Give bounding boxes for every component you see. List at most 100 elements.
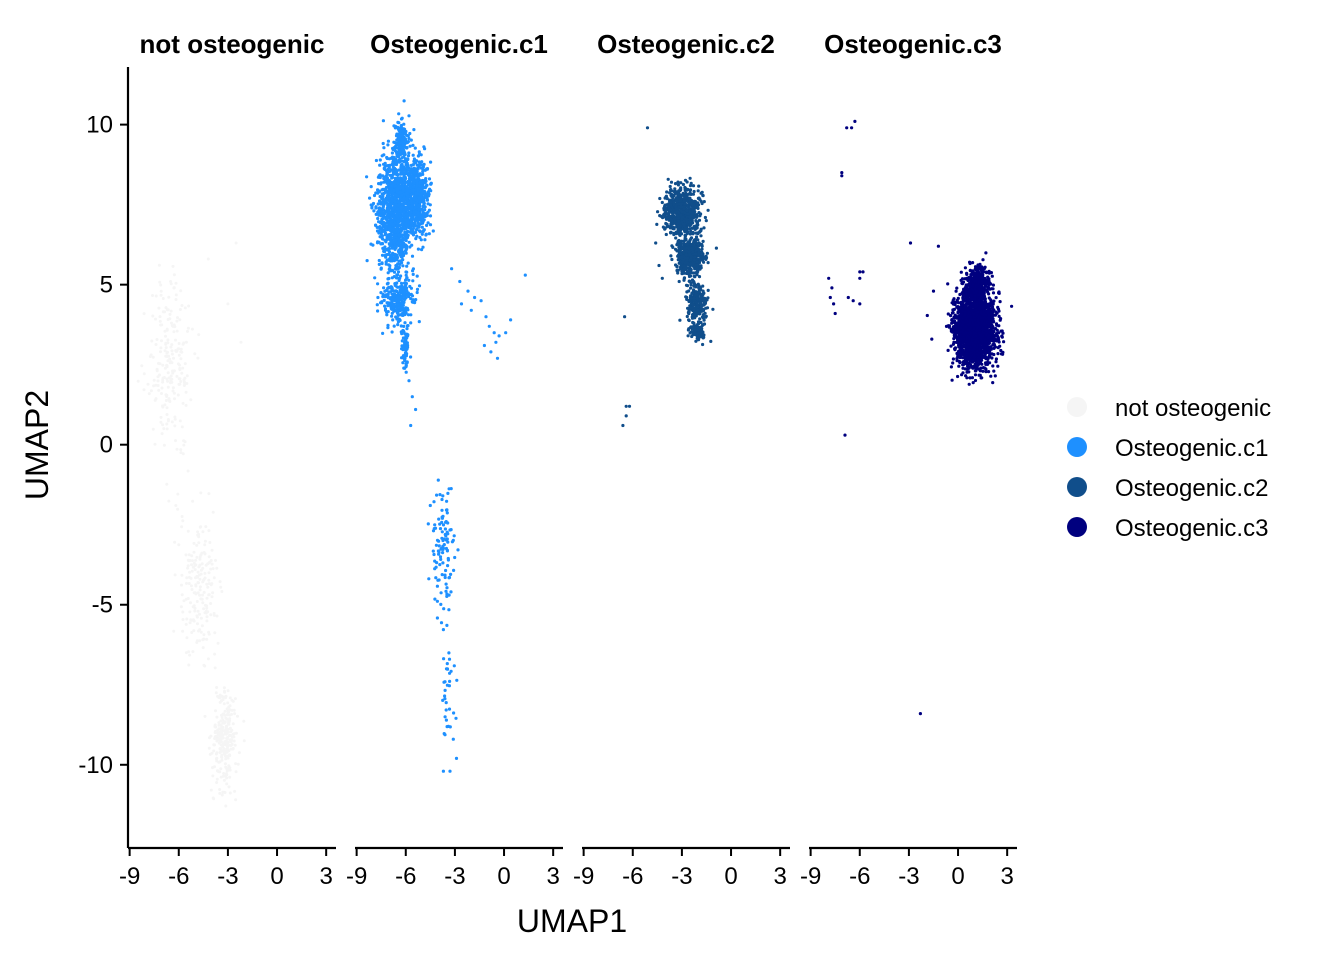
data-point <box>673 187 677 191</box>
facet-title: Osteogenic.c2 <box>597 29 775 59</box>
data-point <box>370 206 374 210</box>
data-point <box>693 267 697 271</box>
data-point <box>195 543 199 547</box>
data-point <box>414 198 418 202</box>
data-point <box>688 224 692 228</box>
data-point <box>426 210 430 214</box>
data-point <box>398 149 402 153</box>
data-point <box>179 350 183 354</box>
data-point <box>372 209 376 213</box>
data-point <box>409 163 413 167</box>
data-point <box>409 355 413 359</box>
data-point <box>691 313 695 317</box>
data-point <box>181 401 185 405</box>
data-point <box>172 629 176 633</box>
data-point <box>406 261 410 265</box>
data-point <box>699 266 703 270</box>
data-point <box>414 237 418 241</box>
data-point <box>383 247 387 251</box>
data-point <box>381 229 385 233</box>
data-point <box>695 226 699 230</box>
data-point <box>382 166 386 170</box>
data-point <box>402 99 406 103</box>
data-point <box>186 326 190 330</box>
data-point <box>398 227 402 231</box>
data-point <box>215 781 219 784</box>
data-point <box>185 636 189 640</box>
data-point <box>156 384 160 387</box>
data-point <box>680 217 684 221</box>
data-point <box>220 758 224 762</box>
data-point <box>191 650 195 654</box>
data-point <box>159 283 163 287</box>
x-tick-label: 3 <box>319 863 332 890</box>
data-point <box>183 440 187 444</box>
data-point <box>688 232 693 236</box>
data-point <box>702 260 706 264</box>
data-point <box>675 265 679 269</box>
data-point <box>394 184 398 188</box>
data-point <box>222 772 226 775</box>
data-point <box>425 198 429 202</box>
data-point <box>215 715 219 719</box>
data-point <box>207 561 211 565</box>
data-point <box>401 264 405 268</box>
data-point <box>415 274 419 278</box>
data-point <box>668 208 673 212</box>
data-point <box>402 159 406 163</box>
data-point <box>172 356 175 360</box>
data-point <box>444 708 448 712</box>
data-point <box>376 216 380 221</box>
data-point <box>702 226 706 230</box>
data-point <box>440 520 444 525</box>
data-point <box>706 208 710 212</box>
data-point <box>680 239 684 243</box>
data-point <box>213 666 217 670</box>
data-point <box>392 188 396 192</box>
data-point <box>226 689 230 693</box>
data-point <box>220 590 224 593</box>
data-point <box>394 217 398 221</box>
data-point <box>398 276 402 280</box>
data-point <box>418 204 422 208</box>
data-point <box>439 621 444 625</box>
data-point <box>443 688 447 693</box>
data-point <box>388 244 392 248</box>
data-point <box>380 217 384 221</box>
data-point <box>230 738 234 742</box>
data-point <box>170 420 174 424</box>
data-point <box>193 609 197 613</box>
data-point <box>686 203 690 207</box>
data-point <box>404 345 408 349</box>
data-point <box>157 388 161 392</box>
data-point <box>692 308 696 312</box>
data-point <box>685 180 689 184</box>
data-point <box>693 282 697 286</box>
data-point <box>398 262 402 266</box>
data-point <box>172 330 176 334</box>
data-point <box>403 175 407 179</box>
data-point <box>709 339 713 343</box>
data-point <box>382 146 386 150</box>
data-point <box>422 201 426 205</box>
data-point <box>484 315 488 319</box>
data-point <box>179 448 183 452</box>
data-point <box>188 653 192 657</box>
data-point <box>201 580 205 584</box>
data-point <box>621 423 625 428</box>
data-point <box>699 305 703 309</box>
data-point <box>420 248 424 252</box>
data-point <box>198 557 202 561</box>
data-point <box>226 754 230 758</box>
data-point <box>673 247 678 251</box>
data-point <box>218 788 222 791</box>
data-point <box>373 276 377 280</box>
data-point <box>161 363 165 367</box>
data-point <box>178 308 182 311</box>
data-point <box>154 317 157 321</box>
data-point <box>441 769 445 773</box>
data-point <box>417 150 421 154</box>
data-point <box>224 757 228 761</box>
data-point <box>201 601 205 605</box>
data-point <box>443 715 447 719</box>
